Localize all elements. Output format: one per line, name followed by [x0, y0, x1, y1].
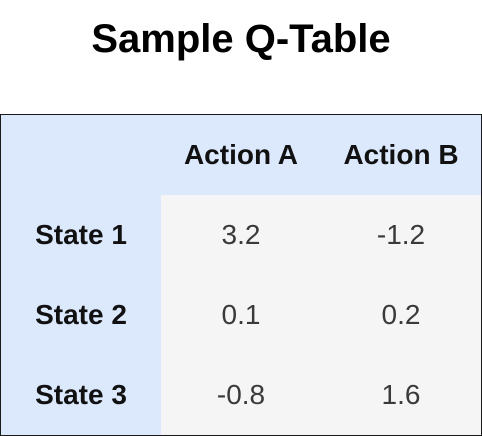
q-value-cell: 0.1 — [221, 299, 261, 330]
row-header-state-2: State 2 — [35, 299, 127, 330]
page-title: Sample Q-Table — [91, 17, 391, 61]
q-value-cell: 0.2 — [381, 299, 421, 330]
q-value-cell: -1.2 — [376, 219, 426, 250]
q-value-cell: 3.2 — [221, 219, 261, 250]
q-value-cell: -0.8 — [216, 379, 266, 410]
values-area — [161, 195, 481, 435]
row-header-state-3: State 3 — [35, 379, 127, 410]
q-value-cell: 1.6 — [381, 379, 421, 410]
q-table: Action A Action B State 1 3.2 -1.2 State… — [0, 114, 482, 436]
column-header-action-b: Action B — [343, 139, 459, 170]
row-header-state-1: State 1 — [35, 219, 127, 250]
corner-cell — [1, 115, 161, 195]
column-header-action-a: Action A — [183, 139, 299, 170]
